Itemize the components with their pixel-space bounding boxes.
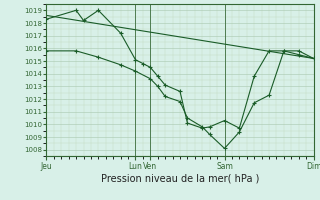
X-axis label: Pression niveau de la mer( hPa ): Pression niveau de la mer( hPa ): [101, 173, 259, 183]
